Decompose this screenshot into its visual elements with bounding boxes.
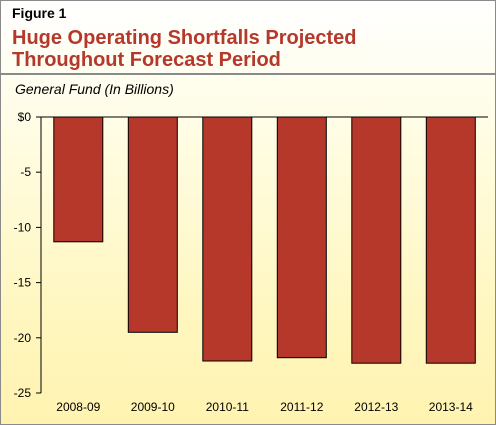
y-tick-label: -5 [20,165,31,179]
bar-2013-14 [425,116,476,364]
bar-2008-09 [53,116,104,243]
x-tick-label: 2012-13 [354,400,398,414]
title-divider [1,73,495,75]
bar-2009-10 [127,116,178,333]
chart-title-line-2: Throughout Forecast Period [12,49,281,71]
x-axis: 2008-09 2009-10 2010-11 2011-12 2012-13 2013-… [41,116,488,414]
y-tick-label: -20 [14,331,32,345]
bar-2012-13 [351,116,402,364]
chart-subtitle: General Fund (In Billions) [15,81,174,97]
y-axis: $0 -5 -10 -15 -20 -25 [14,110,42,400]
bar-2011-12 [276,116,327,359]
chart-title: Huge Operating Shortfalls Projected Thro… [12,27,472,71]
y-tick-label: $0 [18,110,32,124]
bars [53,116,476,364]
chart-title-line-1: Huge Operating Shortfalls Projected [12,27,357,49]
y-tick-label: -15 [14,276,32,290]
x-tick-label: 2008-09 [56,400,100,414]
x-tick-label: 2010-11 [206,400,249,414]
figure-label: Figure 1 [12,5,67,21]
y-tick-label: -10 [14,220,32,234]
y-tick-label: -25 [14,386,32,400]
x-tick-label: 2013-14 [429,400,473,414]
bar-2010-11 [202,116,253,362]
x-tick-label: 2011-12 [280,400,323,414]
x-tick-label: 2009-10 [131,400,175,414]
